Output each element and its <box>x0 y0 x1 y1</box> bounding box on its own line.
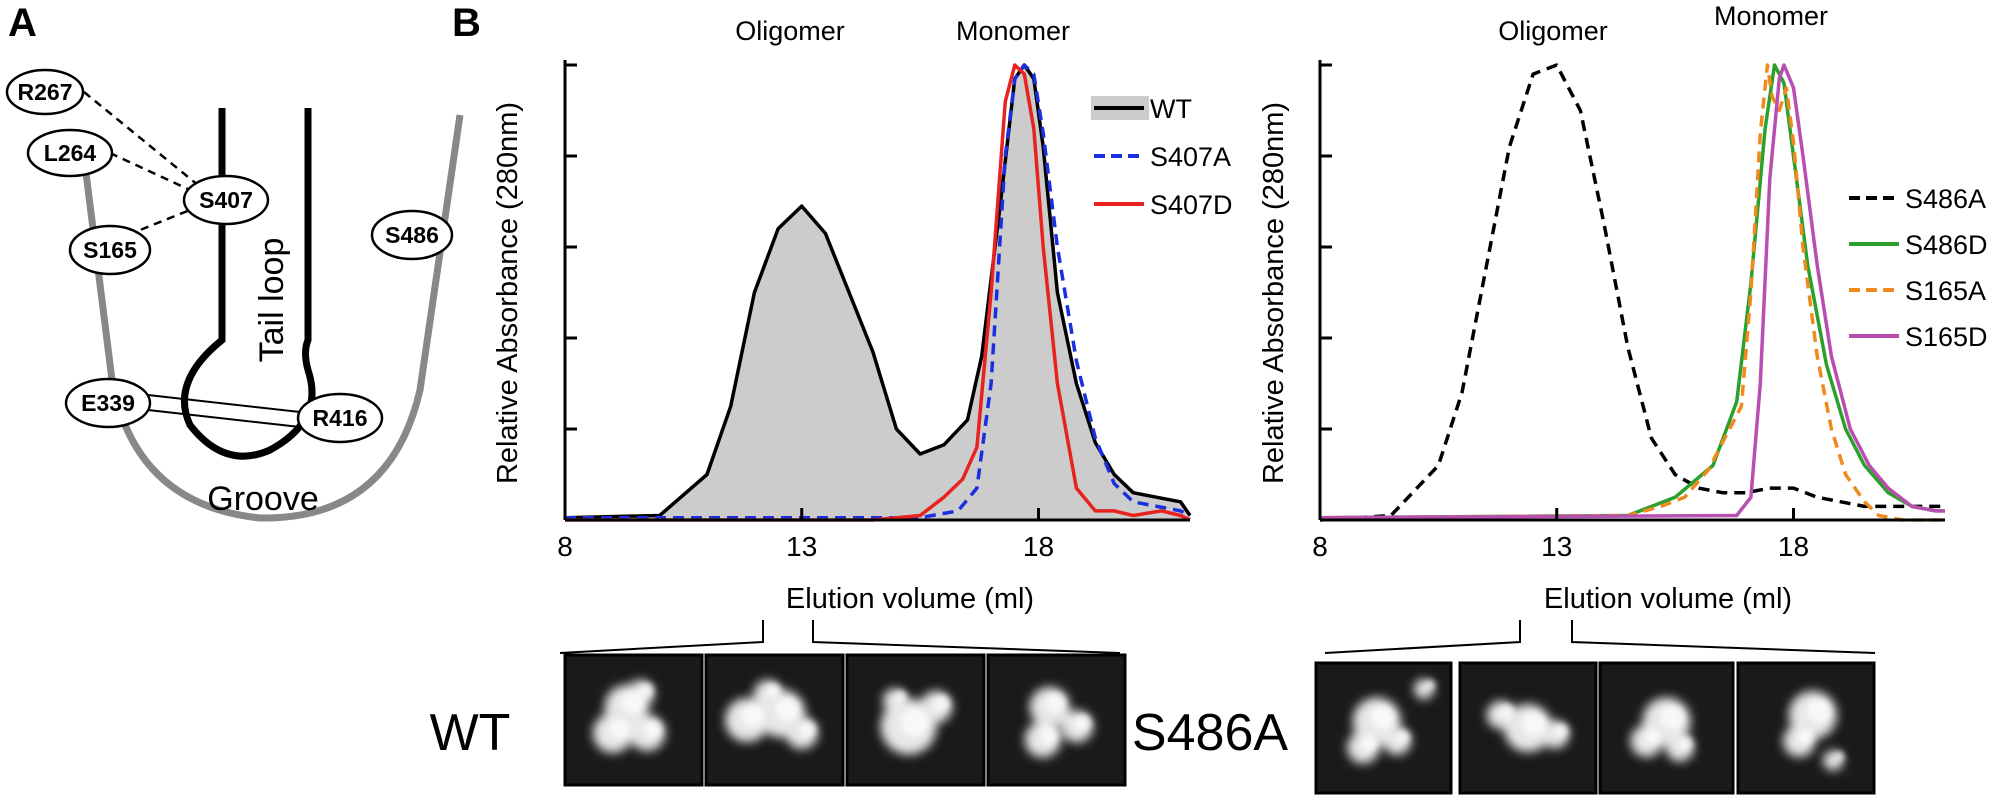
residue-label: S165 <box>83 237 137 263</box>
x-axis-label: Elution volume (ml) <box>786 583 1034 615</box>
residue-label: L264 <box>44 140 97 166</box>
interaction-l264-s407 <box>109 151 191 192</box>
chart-wt-s407: 8 13 18 Oligomer Monomer Elution volume (m… <box>492 16 1233 615</box>
residue-label: R416 <box>313 405 368 431</box>
particle-micrograph <box>1736 661 1876 795</box>
s486a-bracket <box>1324 620 1876 654</box>
x-tick-label: 8 <box>1312 531 1328 562</box>
series-line-s407d <box>565 63 1191 522</box>
series-line-s165a <box>1319 63 1945 522</box>
chart-s486-s165: 8 13 18 Oligomer Monomer Elution volume (m… <box>1258 1 1988 615</box>
wt-micrograph-label: WT <box>430 704 511 762</box>
legend-label: S486D <box>1905 230 1988 260</box>
residue-s165: S165 <box>68 224 152 276</box>
legend-entry-s407a: S407A <box>1094 142 1231 172</box>
micrographs <box>563 653 1876 795</box>
residue-s407: S407 <box>182 174 270 226</box>
legend-entry-wt: WT <box>1091 94 1192 124</box>
x-tick-label: 13 <box>1541 531 1572 562</box>
panel-a-letter: A <box>8 1 37 45</box>
y-axis-label: Relative Absorbance (280nm) <box>1258 102 1290 484</box>
legend: S486A S486D S165A S165D <box>1849 184 1988 352</box>
x-tick-label: 8 <box>557 531 573 562</box>
particle-micrograph <box>1314 661 1453 795</box>
legend: WT S407A S407D <box>1091 94 1233 220</box>
particle-micrograph <box>845 653 986 787</box>
wt-bracket <box>559 620 1121 654</box>
residue-r267: R267 <box>5 68 85 116</box>
series-line-s165d <box>1319 63 1945 520</box>
x-axis-label: Elution volume (ml) <box>1544 583 1792 615</box>
interaction-r267-s407 <box>83 91 216 200</box>
salt-bridge-e339-r416 <box>147 394 301 428</box>
particle-micrograph <box>1458 661 1598 795</box>
residue-label: S407 <box>199 187 253 213</box>
legend-entry-s486a: S486A <box>1849 184 1986 214</box>
residue-label: R267 <box>18 79 73 105</box>
series-area-wt <box>565 65 1190 520</box>
legend-label: S407A <box>1150 142 1231 172</box>
oligomer-annotation: Oligomer <box>1498 16 1608 46</box>
legend-entry-s165a: S165A <box>1849 276 1986 306</box>
particle-micrograph <box>704 653 845 787</box>
legend-entry-s165d: S165D <box>1849 322 1988 352</box>
x-tick-label: 18 <box>1778 531 1809 562</box>
particle-micrograph <box>1598 661 1735 795</box>
residue-e339: E339 <box>64 377 152 429</box>
legend-label: S165D <box>1905 322 1988 352</box>
residue-label: S486 <box>385 222 439 248</box>
residue-s486: S486 <box>370 209 454 261</box>
legend-label: S486A <box>1905 184 1986 214</box>
groove-label: Groove <box>207 480 319 518</box>
tail-loop-outline <box>180 108 316 460</box>
monomer-annotation: Monomer <box>956 16 1070 46</box>
x-tick-label: 13 <box>786 531 817 562</box>
y-axis-label: Relative Absorbance (280nm) <box>492 102 524 484</box>
legend-entry-s486d: S486D <box>1849 230 1988 260</box>
particle-micrograph <box>986 653 1127 787</box>
residue-r416: R416 <box>296 392 384 444</box>
residue-label: E339 <box>81 390 135 416</box>
tail-loop-label: Tail loop <box>253 238 291 363</box>
series-line-wt <box>564 63 1192 520</box>
legend-label: WT <box>1150 94 1192 124</box>
x-tick-label: 18 <box>1023 531 1054 562</box>
legend-entry-s407d: S407D <box>1094 190 1233 220</box>
series-line-s486a <box>1319 63 1945 522</box>
series-line-s407a <box>565 63 1191 520</box>
panel-b-letter: B <box>452 1 481 45</box>
legend-label: S165A <box>1905 276 1986 306</box>
residue-l264: L264 <box>26 128 114 178</box>
particle-micrograph <box>563 653 704 787</box>
oligomer-annotation: Oligomer <box>735 16 845 46</box>
legend-label: S407D <box>1150 190 1233 220</box>
monomer-annotation: Monomer <box>1714 1 1828 31</box>
groove-outline <box>81 114 464 522</box>
s486a-micrograph-label: S486A <box>1132 704 1288 762</box>
